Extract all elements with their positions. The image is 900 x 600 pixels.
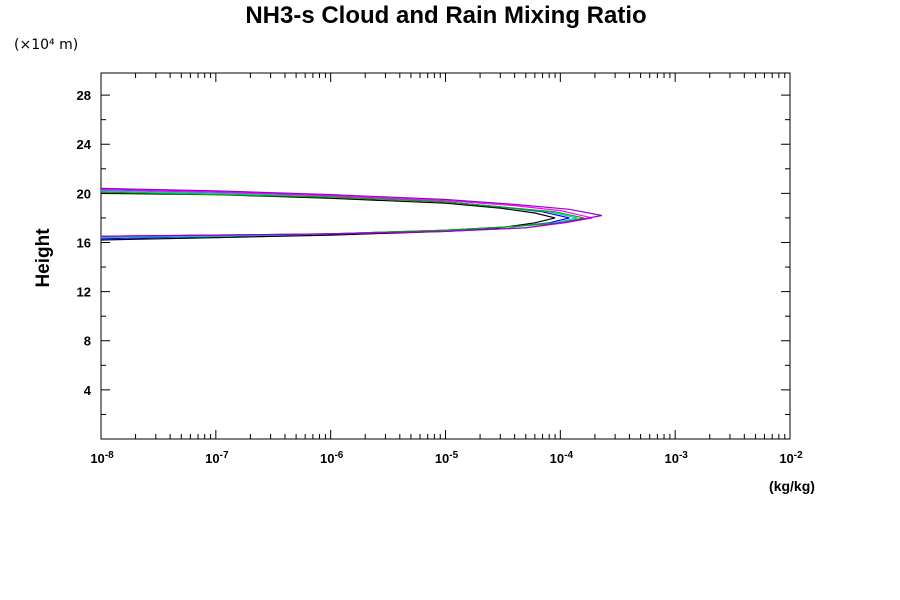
x-tick-label: 10-6: [320, 450, 344, 466]
y-tick-label: 20: [77, 186, 91, 201]
x-tick-label: 10-7: [205, 450, 229, 466]
plot-area: 10-8 10-7 10-6 10-5 10-4 10-3 10-2 4 8 12 16 20 24 28: [77, 72, 803, 466]
x-tick-label: 10-5: [435, 450, 459, 466]
y-tick-label: 4: [84, 383, 92, 398]
plot-frame: [100, 72, 791, 440]
x-tick-label: 10-2: [779, 450, 803, 466]
y-tick-label: 8: [84, 334, 91, 349]
x-tick-label: 10-3: [664, 450, 688, 466]
series-line-5: [100, 189, 593, 237]
series-line-1: [100, 192, 556, 241]
y-tick-label: 16: [77, 235, 91, 250]
series-line-6: [100, 187, 603, 237]
y-axis-label: Height: [33, 228, 54, 288]
y-tick-label: 28: [77, 88, 91, 103]
x-tick-label: 10-8: [90, 450, 114, 466]
y-tick-label: 24: [77, 137, 92, 152]
chart-title: NH3-s Cloud and Rain Mixing Ratio: [245, 2, 646, 29]
y-tick-label: 12: [77, 285, 91, 300]
y-unit-label: (×10⁴ m): [14, 37, 78, 53]
x-tick-label: 10-4: [550, 450, 574, 466]
x-axis-label: (kg/kg): [769, 478, 815, 494]
